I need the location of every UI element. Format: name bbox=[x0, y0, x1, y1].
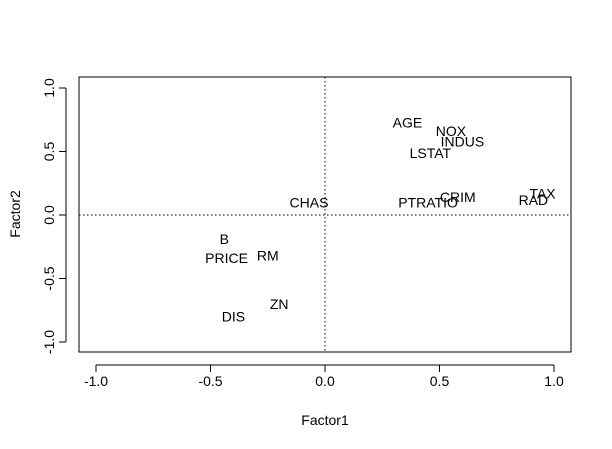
point-label-chas: CHAS bbox=[290, 194, 329, 210]
x-axis: -1.0 -0.5 0.0 0.5 1.0 bbox=[84, 364, 564, 389]
point-label-zn: ZN bbox=[270, 296, 289, 312]
y-axis-title: Factor2 bbox=[7, 190, 23, 238]
point-label-b: B bbox=[220, 231, 229, 247]
point-label-crim: CRIM bbox=[440, 189, 476, 205]
point-label-indus: INDUS bbox=[441, 133, 485, 149]
x-tick-label: -0.5 bbox=[198, 373, 222, 389]
y-tick-label: -1.0 bbox=[41, 330, 57, 354]
point-label-rad: RAD bbox=[519, 192, 549, 208]
x-tick-label: -1.0 bbox=[84, 373, 108, 389]
point-label-price: PRICE bbox=[205, 250, 248, 266]
point-label-rm: RM bbox=[257, 248, 279, 264]
point-label-tax: TAX bbox=[529, 185, 556, 201]
point-label-lstat: LSTAT bbox=[410, 145, 452, 161]
x-tick-label: 0.0 bbox=[315, 373, 335, 389]
point-label-age: AGE bbox=[393, 114, 423, 130]
reference-lines bbox=[79, 77, 571, 352]
y-tick-label: 0.5 bbox=[41, 142, 57, 162]
y-tick-label: 0.0 bbox=[41, 205, 57, 225]
y-tick-label: 1.0 bbox=[41, 78, 57, 98]
point-label-dis: DIS bbox=[222, 309, 245, 325]
y-tick-label: -0.5 bbox=[41, 266, 57, 290]
point-label-ptratio: PTRATIO bbox=[398, 194, 458, 210]
point-label-nox: NOX bbox=[436, 123, 467, 139]
x-axis-title: Factor1 bbox=[301, 412, 349, 428]
x-tick-label: 1.0 bbox=[544, 373, 564, 389]
y-axis: -1.0 -0.5 0.0 0.5 1.0 bbox=[41, 78, 67, 354]
x-tick-label: 0.5 bbox=[430, 373, 450, 389]
